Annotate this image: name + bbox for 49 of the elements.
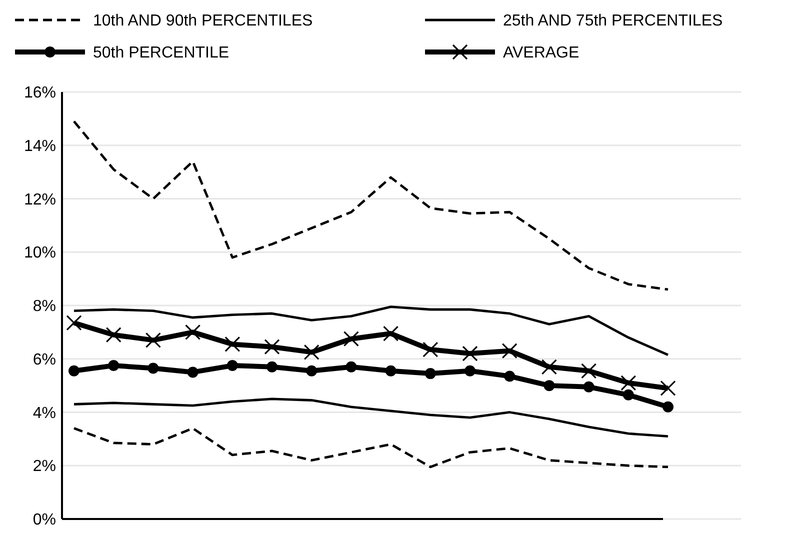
point bbox=[502, 343, 518, 359]
point bbox=[385, 365, 396, 376]
line-series bbox=[72, 120, 670, 291]
legend-label: 50th PERCENTILE bbox=[93, 44, 230, 62]
point bbox=[264, 339, 280, 355]
point bbox=[583, 381, 594, 392]
point bbox=[266, 361, 278, 372]
y-tick-label: 8% bbox=[32, 298, 56, 316]
point bbox=[68, 365, 80, 376]
point bbox=[106, 327, 122, 343]
point bbox=[660, 380, 676, 396]
point bbox=[66, 315, 82, 331]
point bbox=[504, 370, 516, 382]
line-series bbox=[72, 306, 670, 356]
y-tick-label: 14% bbox=[24, 138, 56, 155]
point bbox=[464, 365, 476, 376]
point bbox=[187, 366, 198, 378]
point bbox=[304, 344, 320, 360]
legend-label: AVERAGE bbox=[503, 44, 580, 62]
point bbox=[346, 361, 357, 372]
y-tick-label: 10% bbox=[24, 244, 56, 262]
y-tick-label: 4% bbox=[32, 404, 56, 422]
point bbox=[541, 359, 557, 375]
point bbox=[343, 331, 359, 347]
point bbox=[224, 336, 240, 352]
point bbox=[581, 363, 597, 379]
point bbox=[424, 368, 436, 380]
point bbox=[226, 360, 238, 372]
point bbox=[145, 332, 161, 348]
y-tick-label: 2% bbox=[32, 458, 56, 476]
point bbox=[662, 401, 674, 412]
point bbox=[185, 324, 201, 340]
point bbox=[622, 389, 634, 400]
point bbox=[383, 326, 399, 342]
point bbox=[108, 360, 120, 372]
y-tick-label: 16% bbox=[24, 84, 56, 102]
point bbox=[620, 375, 636, 391]
y-tick-label: 0% bbox=[32, 512, 56, 529]
point bbox=[148, 362, 159, 374]
point bbox=[422, 342, 438, 358]
legend-label: 10th AND 90th PERCENTILES bbox=[93, 12, 313, 30]
y-tick-label: 12% bbox=[24, 191, 56, 208]
line-series bbox=[72, 427, 670, 468]
point bbox=[462, 346, 478, 362]
y-tick-label: 6% bbox=[32, 351, 56, 368]
line-series bbox=[72, 398, 670, 438]
point bbox=[306, 365, 318, 376]
legend-label: 25th AND 75th PERCENTILES bbox=[503, 12, 723, 30]
point bbox=[544, 380, 555, 392]
